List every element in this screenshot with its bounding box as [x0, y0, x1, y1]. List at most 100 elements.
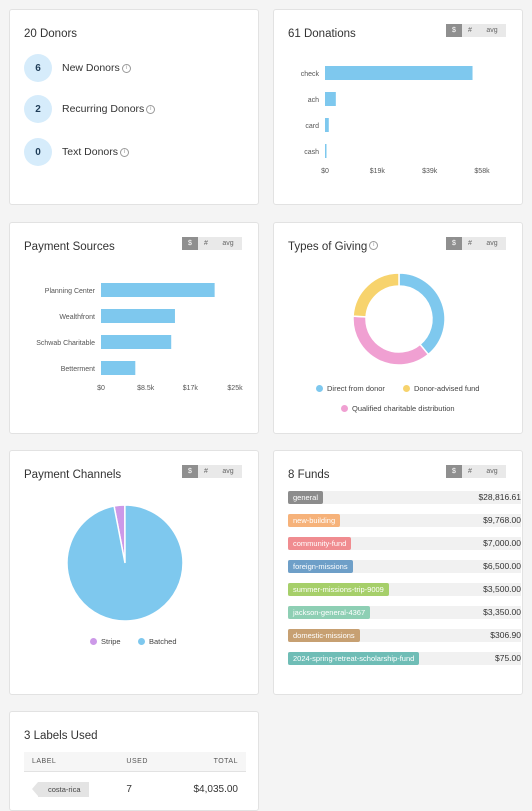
category-label: cash — [304, 149, 319, 156]
sources-card: Payment Sources $ # avg Planning Center W… — [9, 222, 259, 434]
labels-table: LABEL USED TOTAL costa-rica 7 $4,035.00 — [24, 752, 246, 807]
col-total[interactable]: TOTAL — [167, 752, 246, 772]
fund-name[interactable]: new-building — [288, 514, 341, 527]
toggle-count[interactable]: # — [198, 237, 214, 250]
legend-daf[interactable]: Donor-advised fund — [403, 384, 479, 393]
donations-card: 61 Donations $ # avg check ach card cash $0 $… — [273, 9, 523, 205]
toggle-dollar[interactable]: $ — [182, 465, 198, 478]
fund-amount: $7,000.00 — [483, 538, 521, 548]
label-tag[interactable]: costa-rica — [32, 782, 89, 797]
category-label: Schwab Charitable — [36, 340, 95, 347]
fund-row[interactable]: community-fund $7,000.00 — [288, 537, 521, 550]
info-icon[interactable]: i — [121, 63, 131, 73]
label-cell: costa-rica — [24, 772, 118, 808]
bar[interactable] — [325, 92, 336, 106]
channels-title: Payment Channels — [24, 469, 122, 481]
slice[interactable] — [66, 504, 184, 622]
fund-name[interactable]: domestic-missions — [288, 629, 360, 642]
giving-title: Types of Giving i — [288, 241, 379, 253]
fund-row[interactable]: domestic-missions $306.90 — [288, 629, 521, 642]
category-label: check — [301, 71, 320, 78]
toggle-avg[interactable]: avg — [214, 465, 242, 478]
fund-amount: $28,816.61 — [478, 492, 521, 502]
info-icon[interactable]: i — [369, 241, 379, 250]
fund-row[interactable]: summer-missions-trip-9009 $3,500.00 — [288, 583, 521, 596]
category-label: card — [305, 123, 319, 130]
bar[interactable] — [325, 144, 327, 158]
fund-amount: $3,500.00 — [483, 584, 521, 594]
fund-row[interactable]: general $28,816.61 — [288, 491, 521, 504]
fund-row[interactable]: 2024-spring-retreat-scholarship-fund $75.… — [288, 652, 521, 665]
category-label: Betterment — [61, 366, 95, 373]
donations-title: 61 Donations — [288, 28, 356, 40]
legend-batched[interactable]: Batched — [138, 637, 177, 646]
fund-row[interactable]: foreign-missions $6,500.00 — [288, 560, 521, 573]
toggle-dollar[interactable]: $ — [446, 465, 462, 478]
bar[interactable] — [101, 361, 136, 375]
toggle-avg[interactable]: avg — [478, 465, 506, 478]
tick-label: $8.5k — [137, 385, 155, 392]
channels-pie-chart — [66, 504, 184, 622]
bar[interactable] — [325, 66, 473, 80]
fund-name[interactable]: foreign-missions — [288, 560, 353, 573]
bar[interactable] — [101, 335, 172, 349]
slice[interactable] — [352, 315, 430, 366]
metric-toggle: $ # avg — [446, 465, 506, 478]
slice[interactable] — [398, 272, 446, 356]
legend-direct[interactable]: Direct from donor — [316, 384, 385, 393]
fund-name[interactable]: jackson-general-4367 — [288, 606, 371, 619]
bar[interactable] — [325, 118, 329, 132]
new-donors-count: 6 — [24, 54, 52, 82]
text-donors-label: Text Donors — [62, 146, 119, 158]
fund-amount: $6,500.00 — [483, 561, 521, 571]
channels-card: Payment Channels $ # avg Stripe Batched — [9, 450, 259, 695]
legend-label: Donor-advised fund — [414, 384, 480, 393]
toggle-dollar[interactable]: $ — [446, 237, 462, 250]
recurring-donors-label: Recurring Donors — [62, 103, 145, 115]
fund-row[interactable]: jackson-general-4367 $3,350.00 — [288, 606, 521, 619]
toggle-count[interactable]: # — [198, 465, 214, 478]
fund-name[interactable]: general — [288, 491, 324, 504]
bar[interactable] — [101, 309, 175, 323]
info-icon[interactable]: i — [146, 104, 156, 114]
info-icon[interactable]: i — [120, 147, 130, 157]
col-used[interactable]: USED — [118, 752, 168, 772]
legend-label: Qualified charitable distribution — [352, 404, 455, 413]
fund-amount: $75.00 — [495, 653, 521, 663]
giving-card: Types of Giving i $ # avg Direct from don… — [273, 222, 523, 434]
toggle-count[interactable]: # — [462, 465, 478, 478]
funds-card: 8 Funds $ # avg general $28,816.61 new-bui… — [273, 450, 523, 695]
new-donors-row: 6 New Donors i — [24, 54, 131, 82]
tick-label: $17k — [183, 385, 199, 392]
toggle-avg[interactable]: avg — [478, 237, 506, 250]
sources-title: Payment Sources — [24, 241, 115, 253]
bar[interactable] — [101, 283, 215, 297]
funds-title: 8 Funds — [288, 469, 330, 481]
tick-label: $0 — [321, 168, 329, 175]
legend-stripe[interactable]: Stripe — [90, 637, 121, 646]
toggle-avg[interactable]: avg — [478, 24, 506, 37]
toggle-avg[interactable]: avg — [214, 237, 242, 250]
toggle-dollar[interactable]: $ — [446, 24, 462, 37]
text-donors-row: 0 Text Donors i — [24, 138, 130, 166]
recurring-donors-row: 2 Recurring Donors i — [24, 95, 156, 123]
recurring-donors-count: 2 — [24, 95, 52, 123]
used-cell: 7 — [126, 784, 132, 795]
toggle-dollar[interactable]: $ — [182, 237, 198, 250]
fund-name[interactable]: community-fund — [288, 537, 352, 550]
toggle-count[interactable]: # — [462, 237, 478, 250]
fund-amount: $3,350.00 — [483, 607, 521, 617]
tick-label: $19k — [370, 168, 386, 175]
fund-name[interactable]: summer-missions-trip-9009 — [288, 583, 389, 596]
legend-dot — [90, 638, 97, 645]
toggle-count[interactable]: # — [462, 24, 478, 37]
text-donors-count: 0 — [24, 138, 52, 166]
table-row[interactable]: costa-rica 7 $4,035.00 — [24, 772, 246, 808]
fund-name[interactable]: 2024-spring-retreat-scholarship-fund — [288, 652, 420, 665]
legend-label: Direct from donor — [327, 384, 385, 393]
fund-row[interactable]: new-building $9,768.00 — [288, 514, 521, 527]
category-label: Wealthfront — [59, 314, 95, 321]
col-label[interactable]: LABEL — [24, 752, 119, 772]
legend-qcd[interactable]: Qualified charitable distribution — [341, 404, 455, 413]
slice[interactable] — [352, 272, 400, 318]
